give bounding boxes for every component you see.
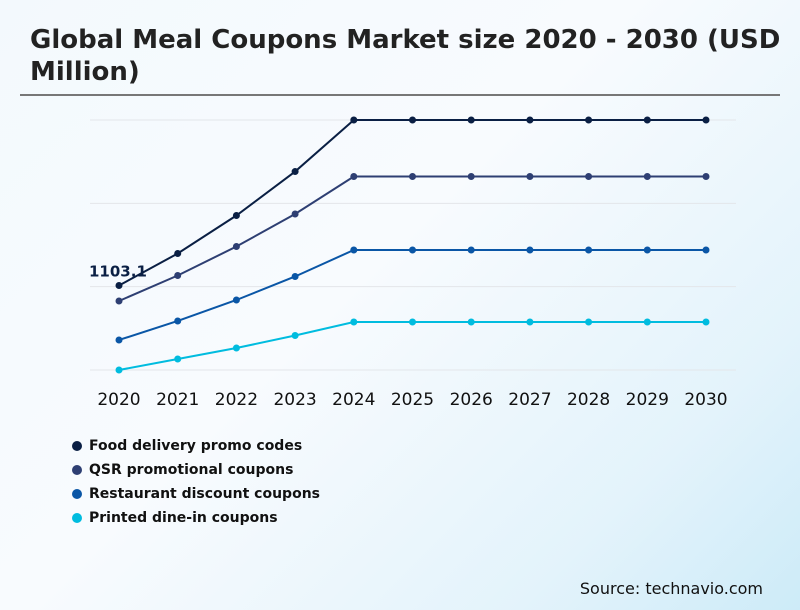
series-line — [118, 320, 706, 371]
data-point — [409, 116, 416, 124]
x-tick-label: 2021 — [156, 390, 199, 410]
series-line — [118, 175, 706, 302]
legend-label: Printed dine-in coupons — [89, 510, 278, 526]
data-point — [467, 116, 475, 124]
data-point — [585, 318, 593, 326]
data-point — [174, 317, 182, 325]
legend-label: Restaurant discount coupons — [89, 486, 320, 502]
data-point — [702, 246, 710, 254]
legend-item: Restaurant discount coupons — [72, 482, 320, 506]
title-divider — [20, 94, 780, 96]
data-point — [291, 272, 299, 280]
legend-marker-icon — [72, 489, 82, 499]
data-point — [702, 116, 710, 124]
data-point — [115, 336, 123, 344]
data-point — [467, 246, 475, 254]
data-point — [409, 173, 416, 181]
data-point — [350, 318, 358, 326]
data-point — [467, 318, 475, 326]
data-label: 1103.1 — [89, 263, 147, 281]
data-point — [174, 271, 182, 279]
data-point — [232, 296, 240, 304]
series-line — [118, 248, 706, 341]
legend-marker-icon — [72, 465, 82, 475]
data-point — [526, 173, 534, 181]
x-tick-label: 2024 — [332, 390, 375, 410]
data-point — [643, 173, 651, 181]
legend-item: Food delivery promo codes — [72, 434, 320, 458]
data-point — [643, 246, 651, 254]
x-tick-label: 2025 — [391, 390, 434, 410]
data-point — [350, 246, 358, 254]
data-point — [291, 210, 299, 218]
x-tick-label: 2026 — [450, 390, 493, 410]
data-point — [232, 212, 240, 220]
legend-item: QSR promotional coupons — [72, 458, 320, 482]
legend-marker-icon — [72, 513, 82, 523]
data-point — [526, 318, 534, 326]
data-point — [174, 250, 182, 258]
data-point — [467, 173, 475, 181]
data-point — [232, 243, 240, 251]
data-point — [232, 344, 240, 352]
data-point — [350, 173, 358, 181]
x-tick-label: 2029 — [626, 390, 669, 410]
line-chart: 2020 2021 2022 2023 2024 2025 2026 2027 2028 2029… — [89, 116, 736, 410]
data-point — [409, 318, 416, 326]
data-point — [643, 318, 651, 326]
data-point — [702, 173, 710, 181]
x-tick-label: 2028 — [567, 390, 610, 410]
data-point — [643, 116, 651, 124]
x-tick-label: 2022 — [215, 390, 258, 410]
source-credit: Source: technavio.com — [579, 579, 763, 598]
data-point — [585, 116, 593, 124]
data-point — [526, 116, 534, 124]
legend-item: Printed dine-in coupons — [72, 506, 320, 530]
data-point — [174, 355, 182, 363]
data-point — [585, 246, 593, 254]
data-point — [115, 366, 123, 374]
data-point — [291, 332, 299, 340]
data-point — [115, 282, 123, 290]
data-point — [350, 116, 358, 124]
data-point — [526, 246, 534, 254]
legend: Food delivery promo codes QSR promotiona… — [72, 434, 320, 530]
x-tick-label: 2023 — [273, 390, 316, 410]
legend-label: Food delivery promo codes — [89, 438, 303, 454]
x-tick-label: 2030 — [684, 390, 727, 410]
x-tick-label: 2027 — [508, 390, 551, 410]
data-point — [585, 173, 593, 181]
x-tick-label: 2020 — [97, 390, 140, 410]
data-point — [702, 318, 710, 326]
data-point — [291, 168, 299, 176]
data-point — [115, 297, 123, 305]
legend-marker-icon — [72, 441, 82, 451]
data-point — [409, 246, 416, 254]
chart-title: Global Meal Coupons Market size 2020 - 2… — [30, 25, 781, 87]
legend-label: QSR promotional coupons — [89, 462, 294, 478]
